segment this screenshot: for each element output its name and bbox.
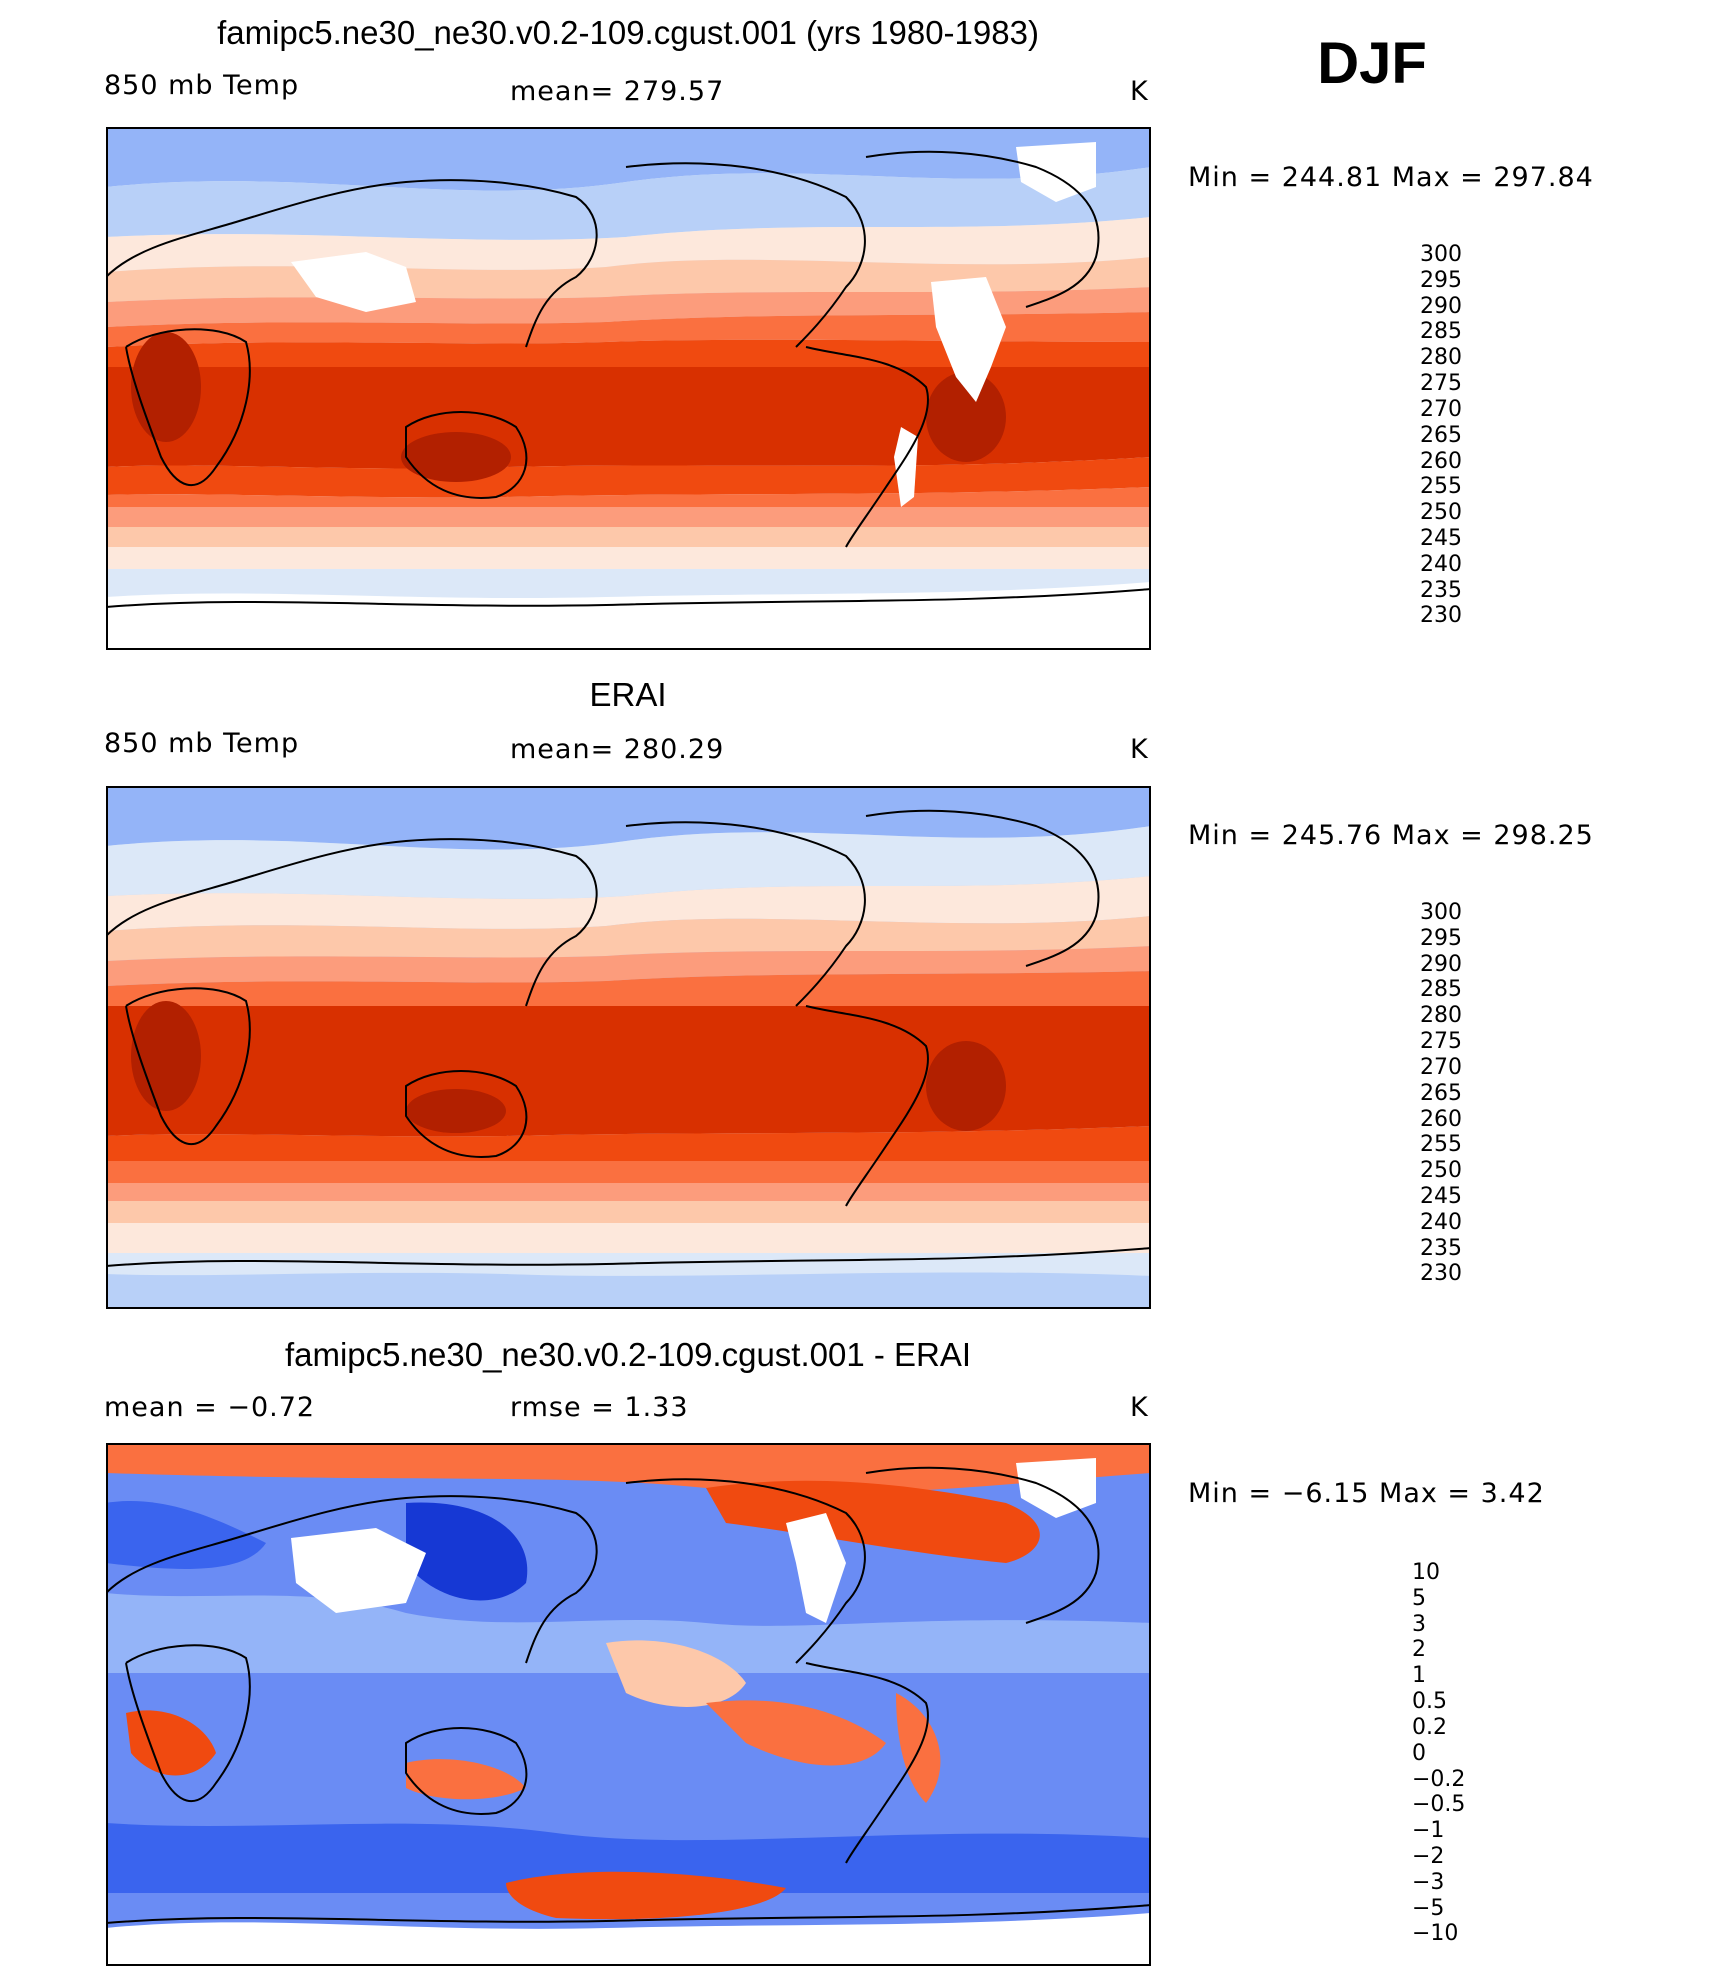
colorbar-tick-label: 300 (1420, 242, 1462, 267)
colorbar-tick-label: 230 (1420, 603, 1462, 629)
colorbar-tick-label: −0.2 (1412, 1766, 1466, 1792)
panel-1-map (106, 127, 1151, 650)
panel-1-colorbar-swatches (1343, 229, 1407, 642)
panel-1-variable-label: 850 mb Temp (104, 70, 300, 101)
colorbar-tick-label: 235 (1420, 1235, 1462, 1261)
colorbar-tick-label: 0.5 (1412, 1689, 1447, 1715)
colorbar-tick-label: 275 (1420, 371, 1462, 397)
colorbar-tick-label: 270 (1420, 396, 1462, 422)
colorbar-tick-label: 245 (1420, 1183, 1462, 1209)
panel-3-mean-label: mean = −0.72 (104, 1392, 316, 1423)
colorbar-tick-label: 295 (1420, 267, 1462, 293)
colorbar-tick-label: 270 (1420, 1054, 1462, 1080)
colorbar-tick-label: −5 (1412, 1895, 1445, 1921)
colorbar-tick-label: −10 (1412, 1921, 1459, 1947)
panel-3-map (106, 1443, 1151, 1966)
panel-3-colorbar (1335, 1547, 1399, 1965)
colorbar-tick-label: 300 (1420, 900, 1462, 925)
colorbar-tick-label: 2 (1412, 1637, 1426, 1663)
colorbar-tick-label: −0.5 (1412, 1792, 1466, 1818)
colorbar-tick-label: 0 (1412, 1740, 1426, 1766)
colorbar-tick-label: 280 (1420, 1003, 1462, 1029)
colorbar-tick-label: 245 (1420, 525, 1462, 551)
colorbar-tick-label: 250 (1420, 1158, 1462, 1184)
panel-3-title: famipc5.ne30_ne30.v0.2-109.cgust.001 - E… (284, 1336, 972, 1373)
panel-2-colorbar (1343, 887, 1407, 1305)
panel-3-colorbar-swatches (1335, 1547, 1399, 1960)
panel-2-units-label: K (1130, 734, 1149, 765)
colorbar-tick-label: −1 (1412, 1818, 1445, 1844)
colorbar-tick-label: 3 (1412, 1611, 1426, 1637)
season-label: DJF (1317, 31, 1427, 96)
colorbar-tick-label: 255 (1420, 474, 1462, 500)
panel-2-colorbar-swatches (1343, 887, 1407, 1300)
colorbar-tick-label: 260 (1420, 1106, 1462, 1132)
colorbar-tick-label: 285 (1420, 977, 1462, 1003)
colorbar-tick-label: 260 (1420, 448, 1462, 474)
colorbar-tick-label: 275 (1420, 1029, 1462, 1055)
colorbar-tick-label: 265 (1420, 1080, 1462, 1106)
panel-3-minmax-label: Min = −6.15 Max = 3.42 (1188, 1478, 1545, 1509)
panel-1-colorbar (1343, 229, 1407, 647)
panel-1-title: famipc5.ne30_ne30.v0.2-109.cgust.001 (yr… (217, 14, 1039, 51)
panel-1-units-label: K (1130, 76, 1149, 107)
colorbar-tick-label: 240 (1420, 1209, 1462, 1235)
panel-2-minmax-label: Min = 245.76 Max = 298.25 (1188, 820, 1594, 851)
panel-2-map (106, 786, 1151, 1309)
colorbar-tick-label: 240 (1420, 551, 1462, 577)
colorbar-tick-label: −3 (1412, 1869, 1445, 1895)
panel-2-title: ERAI (589, 676, 667, 713)
colorbar-tick-label: 5 (1412, 1585, 1426, 1611)
panel-3-rmse-label: rmse = 1.33 (510, 1392, 689, 1423)
panel-1-minmax-label: Min = 244.81 Max = 297.84 (1188, 162, 1594, 193)
colorbar-tick-label: 295 (1420, 925, 1462, 951)
colorbar-tick-label: 10 (1412, 1560, 1440, 1585)
panel-2-mean-label: mean= 280.29 (510, 734, 725, 765)
colorbar-tick-label: −2 (1412, 1843, 1445, 1869)
colorbar-tick-label: 250 (1420, 500, 1462, 526)
colorbar-tick-label: 235 (1420, 577, 1462, 603)
colorbar-tick-label: 290 (1420, 951, 1462, 977)
colorbar-tick-label: 280 (1420, 345, 1462, 371)
colorbar-tick-label: 265 (1420, 422, 1462, 448)
colorbar-tick-label: 255 (1420, 1132, 1462, 1158)
colorbar-tick-label: 0.2 (1412, 1714, 1447, 1740)
colorbar-tick-label: 230 (1420, 1261, 1462, 1287)
panel-3-units-label: K (1130, 1392, 1149, 1423)
panel-1-mean-label: mean= 279.57 (510, 76, 725, 107)
colorbar-tick-label: 1 (1412, 1663, 1426, 1689)
colorbar-tick-label: 285 (1420, 319, 1462, 345)
panel-2-variable-label: 850 mb Temp (104, 728, 300, 759)
colorbar-tick-label: 290 (1420, 293, 1462, 319)
